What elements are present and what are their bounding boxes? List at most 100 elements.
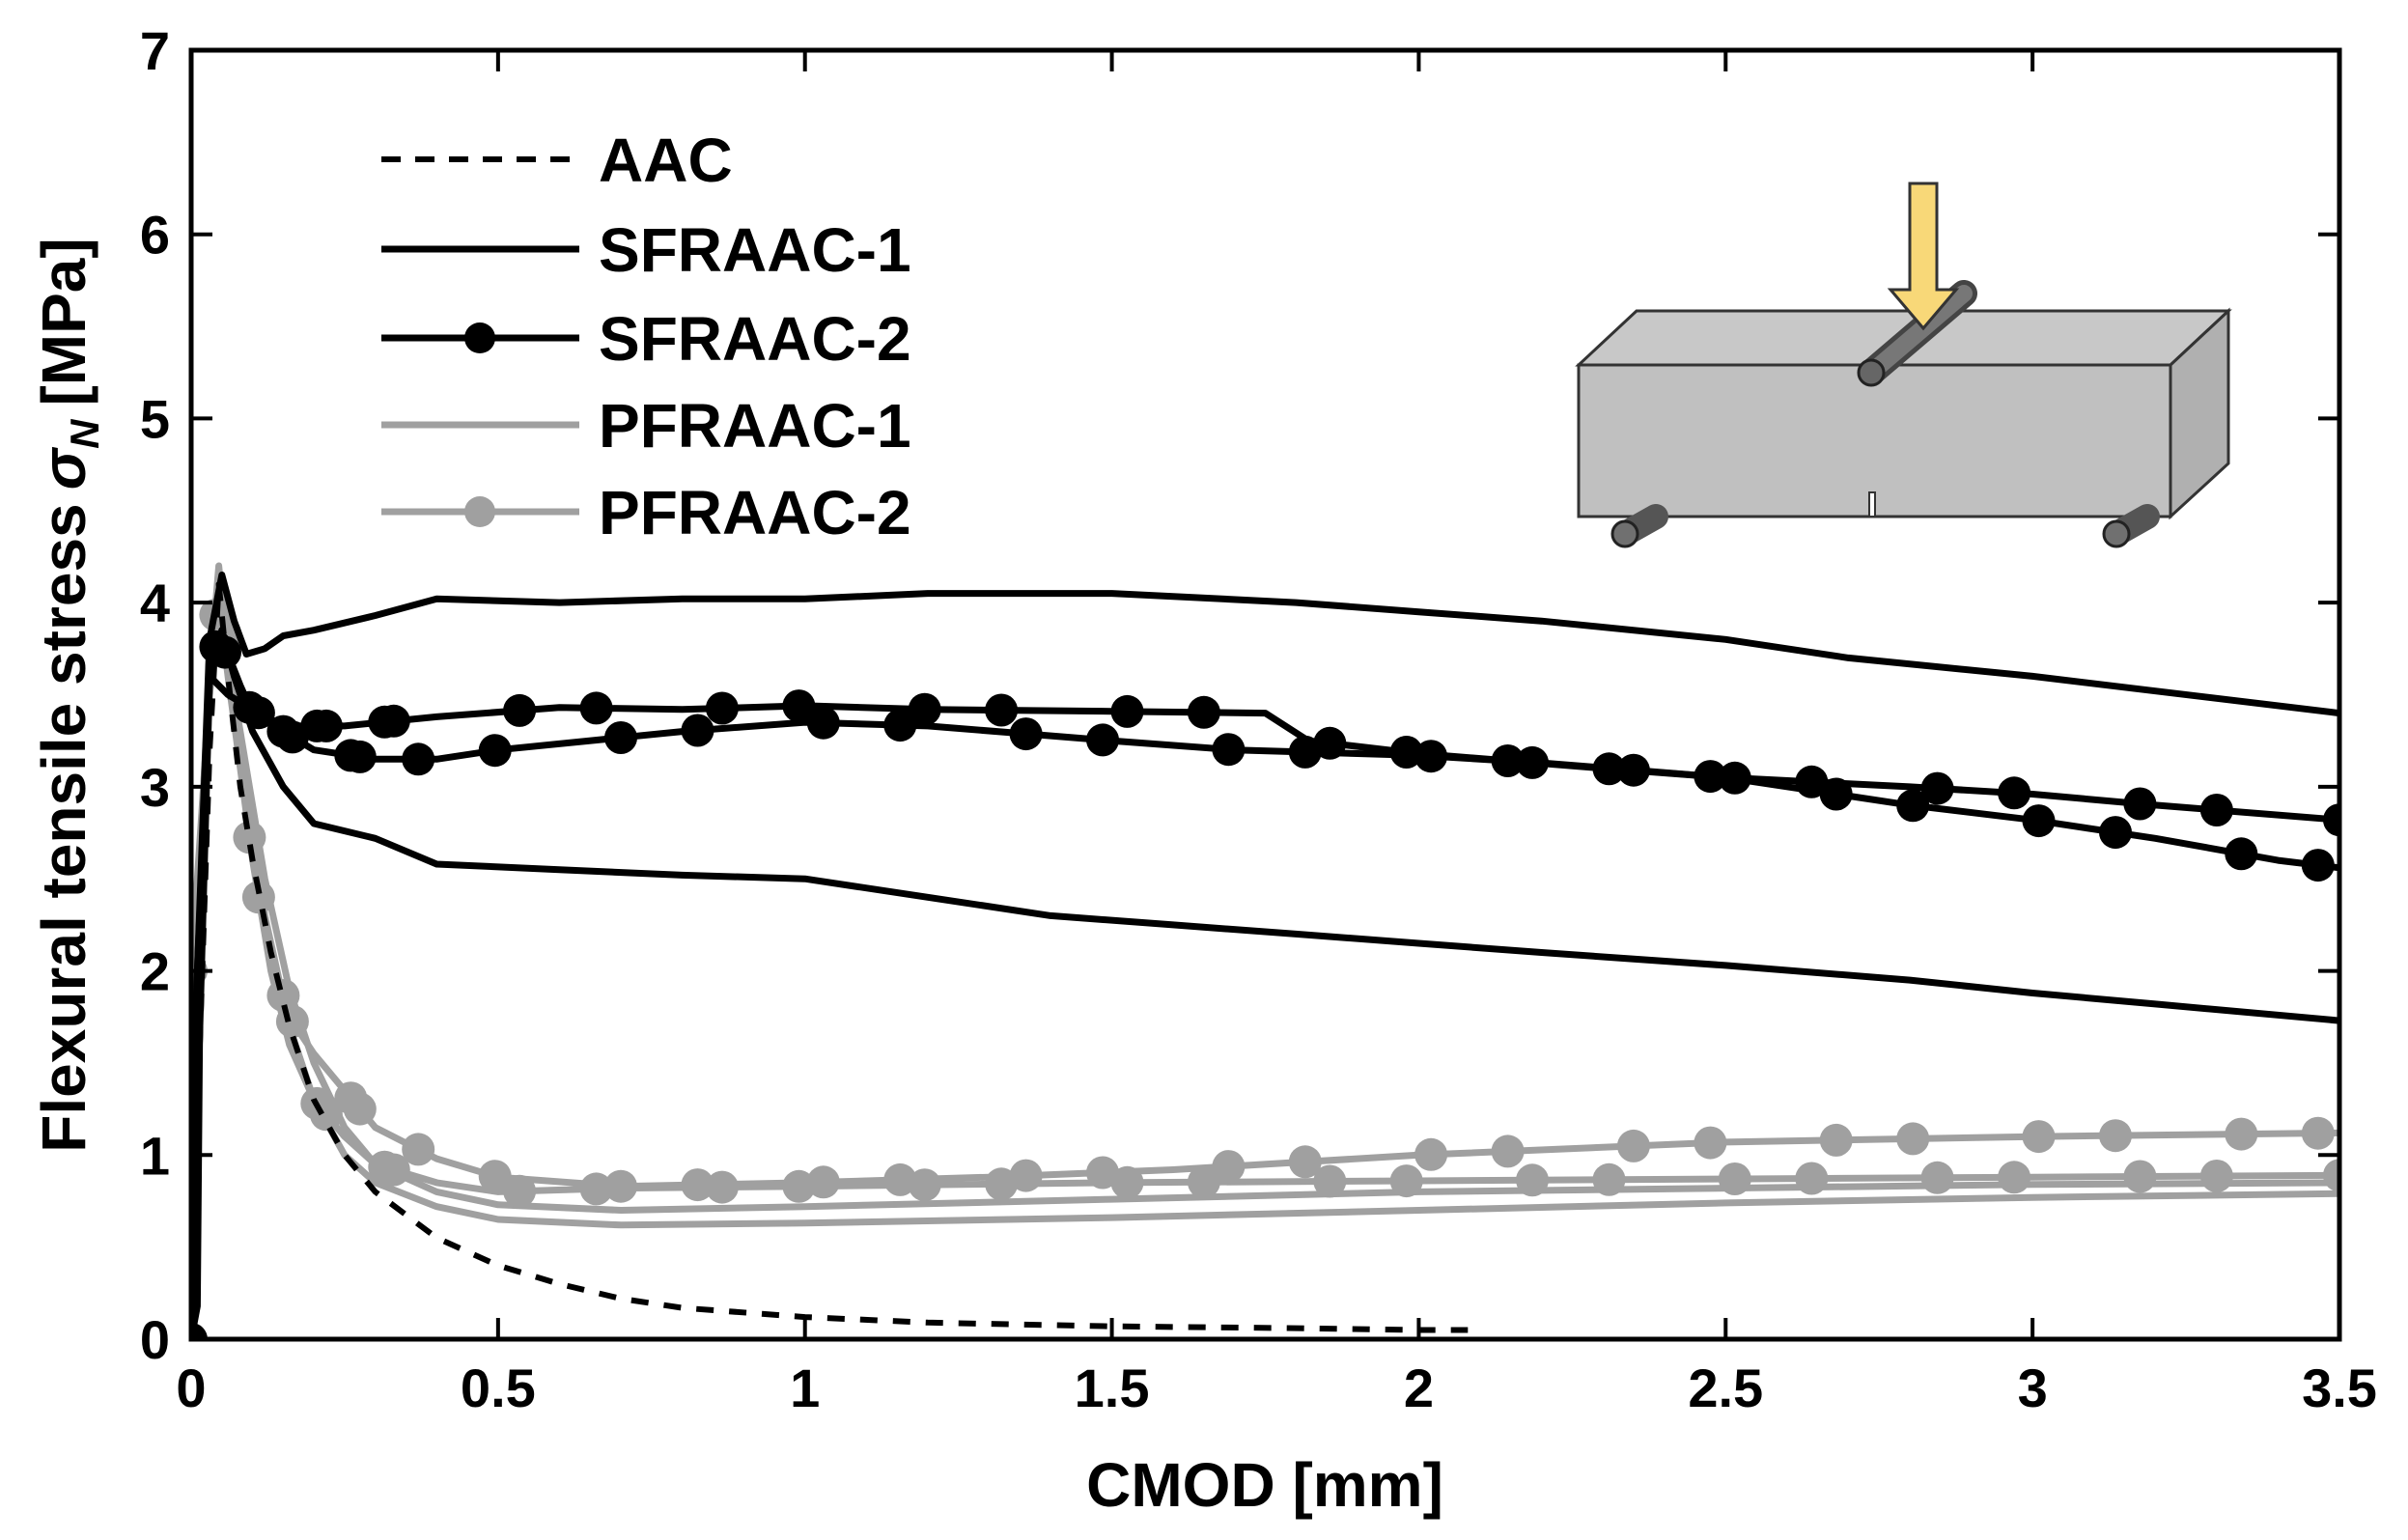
series-marker-sfraac-2 [1896,789,1930,823]
series-marker-sfraac-2 [241,696,275,730]
series-marker-sfraac-2 [1998,776,2031,810]
series-marker-sfraac-2 [1009,717,1043,751]
series-marker-sfraac-2 [806,706,840,740]
x-tick-label: 0 [176,1358,206,1418]
series-marker-pfraac-2 [2199,1160,2233,1192]
series-marker-pfraac-2 [1491,1134,1525,1168]
x-tick-label: 3 [2018,1358,2048,1418]
series-marker-pfraac-2 [1110,1165,1144,1199]
legend-label-pfraac-1: PFRAAC-1 [599,391,911,461]
y-tick-label: 0 [140,1309,170,1370]
legend-entry-aac: AAC [381,126,733,195]
series-marker-pfraac-2 [806,1165,840,1199]
series-marker-pfraac-2 [782,1169,816,1203]
x-tick-label: 1.5 [1075,1358,1150,1418]
series-marker-pfraac-2 [1896,1122,1930,1156]
series-marker-sfraac-2 [1718,761,1751,795]
series-marker-sfraac-2 [1389,736,1423,769]
series-marker-pfraac-2 [377,1153,410,1187]
series-marker-sfraac-2 [908,692,941,726]
series-marker-pfraac-2 [985,1167,1019,1201]
series-marker-sfraac-2 [1187,695,1220,729]
series-marker-pfraac-2 [233,821,266,854]
series-marker-pfraac-2 [1516,1163,1549,1197]
series-marker-pfraac-2 [2225,1117,2258,1151]
series-marker-sfraac-2 [309,709,343,742]
load-arrow-icon [1887,182,1960,331]
series-marker-sfraac-2 [2301,849,2335,882]
series-marker-pfraac-2 [1212,1150,1246,1184]
x-tick-label: 2 [1404,1358,1434,1418]
series-marker-sfraac-2 [985,693,1019,727]
series-marker-sfraac-2 [2099,816,2132,850]
series-marker-pfraac-2 [705,1170,739,1204]
series-marker-pfraac-2 [343,1092,377,1126]
series-marker-sfraac-2 [478,734,512,768]
three-point-bending-test-illustration [1575,182,2232,548]
series-marker-pfraac-2 [1920,1161,1954,1194]
series-marker-pfraac-2 [2301,1116,2335,1150]
series-line-pfraac-1 [191,562,2339,1339]
series-marker-pfraac-2 [908,1168,941,1202]
x-axis-title: CMOD [mm] [1086,1450,1443,1520]
series-marker-sfraac-2 [1212,733,1246,767]
legend-label-sfraac-2: SFRAAC-2 [599,304,911,374]
series-marker-sfraac-2 [782,689,816,723]
load-cylinder-end [1857,358,1886,387]
series-marker-pfraac-2 [1592,1162,1626,1196]
series-marker-pfraac-2 [2323,1159,2339,1192]
series-marker-sfraac-2 [209,635,241,669]
y-tick-label: 7 [140,20,170,81]
axis-ticks: 0 0.5 1 1.5 2 2.5 3 3.5 0 1 2 3 4 5 6 7 [140,20,2377,1418]
series-marker-sfraac-2 [2225,837,2258,871]
series-marker-sfraac-2 [377,704,410,738]
series-marker-pfraac-2 [503,1174,537,1208]
legend-entry-pfraac-2: PFRAAC-2 [381,478,911,547]
series-marker-pfraac-2 [1616,1129,1650,1162]
legend-entry-sfraac-2: SFRAAC-2 [381,304,911,374]
plot-frame [188,47,2342,1342]
series-marker-pfraac-2 [1414,1137,1448,1171]
series-marker-pfraac-2 [1187,1165,1220,1199]
series-marker-pfraac-2 [1795,1162,1829,1195]
series-marker-sfraac-2 [1110,694,1144,728]
series-marker-pfraac-2 [402,1133,435,1166]
legend-entry-pfraac-1: PFRAAC-1 [381,391,911,461]
series-marker-pfraac-2 [1313,1164,1347,1198]
series-marker-sfraac-2 [1920,771,1954,805]
series-marker-sfraac-2 [191,1323,208,1339]
series-marker-sfraac-2 [343,740,377,773]
legend-label-pfraac-2: PFRAAC-2 [599,478,911,547]
y-axis-title-text: Flexural tensile stress [29,503,98,1152]
x-tick-label: 3.5 [2302,1358,2377,1418]
right-roller-end [2102,519,2131,548]
beam-front-face [1577,363,2172,518]
series-marker-pfraac-2 [2022,1120,2056,1154]
series-marker-pfraac-2 [579,1172,613,1206]
series-marker-sfraac-2 [604,721,637,754]
legend-marker-sfraac-2 [464,322,495,353]
y-axis-title-symbol: σ [29,446,98,490]
series-marker-pfraac-2 [1718,1162,1751,1195]
series-marker-sfraac-2 [503,693,537,727]
legend-label-sfraac-1: SFRAAC-1 [599,215,911,285]
series-marker-pfraac-2 [478,1160,512,1193]
x-tick-label: 1 [790,1358,820,1418]
series-marker-pfraac-2 [2123,1160,2157,1193]
series-marker-pfraac-2 [1288,1145,1322,1179]
y-axis-title: Flexural tensile stress σN [MPa] [29,238,107,1152]
series-marker-sfraac-2 [883,709,917,742]
y-tick-label: 6 [140,205,170,266]
series-line-sfraac-1 [191,572,2339,1339]
series-marker-sfraac-2 [1795,765,1829,798]
series-marker-pfraac-2 [1819,1123,1853,1157]
series-line-pfraac-1 [191,572,2339,1339]
x-tick-label: 0.5 [461,1358,536,1418]
left-roller-end [1610,519,1639,548]
series-marker-sfraac-2 [1086,723,1119,757]
y-tick-label: 2 [140,941,170,1002]
y-tick-label: 5 [140,388,170,449]
series-marker-pfraac-2 [1389,1164,1423,1198]
y-tick-label: 1 [140,1125,170,1186]
legend-entry-sfraac-1: SFRAAC-1 [381,215,911,285]
